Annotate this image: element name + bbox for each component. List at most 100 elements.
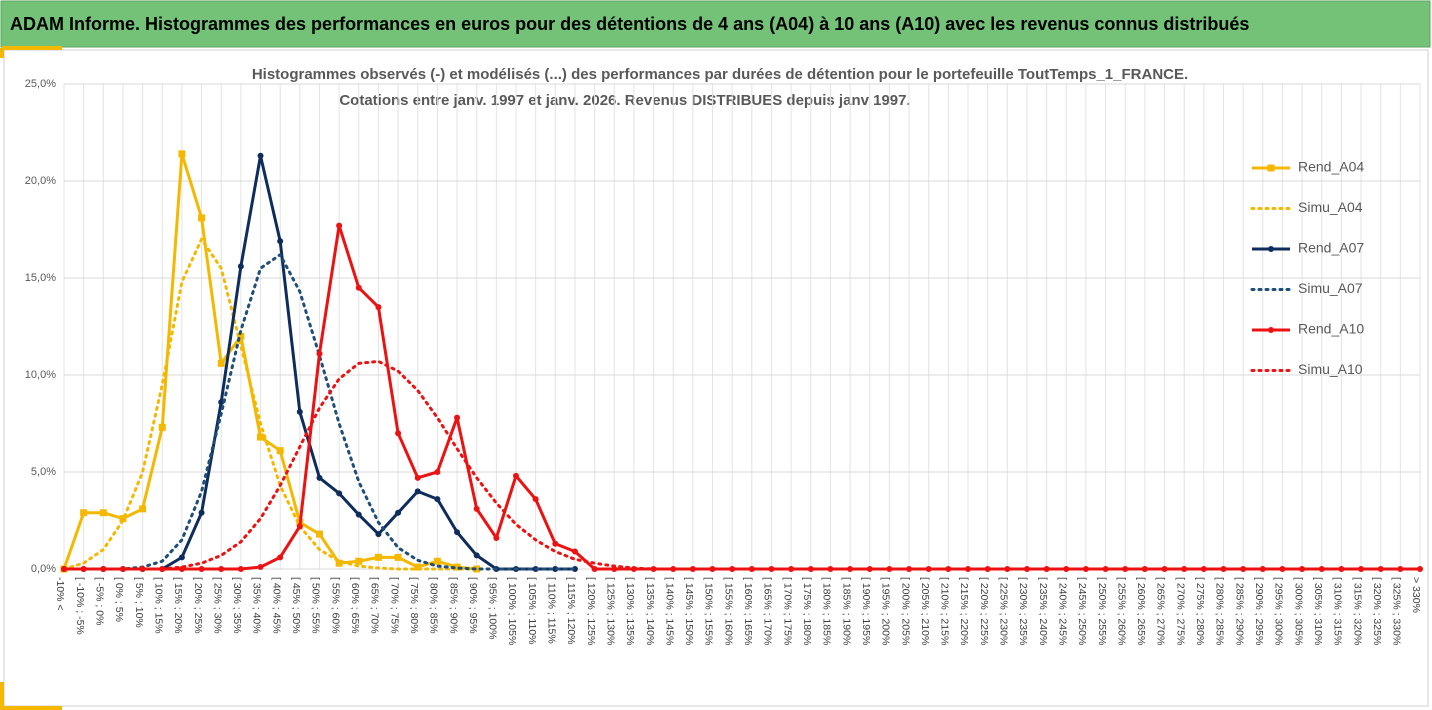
x-tick-label: [ 175% ; 180% bbox=[801, 577, 813, 645]
x-tick-label: [ 60% ; 65% bbox=[349, 577, 361, 634]
x-tick-label: > 330% bbox=[1410, 577, 1422, 613]
marker bbox=[788, 566, 795, 572]
x-tick-label: [ 170% ; 175% bbox=[781, 577, 793, 645]
x-tick-label: [ 50% ; 55% bbox=[310, 577, 322, 634]
y-tick-label: 0,0% bbox=[31, 563, 56, 575]
x-tick-label: [ 120% ; 125% bbox=[585, 577, 597, 645]
marker bbox=[237, 332, 245, 340]
x-tick-label: [ 295% ; 300% bbox=[1273, 577, 1285, 645]
marker bbox=[139, 505, 147, 513]
x-tick-label: [ 75% ; 80% bbox=[408, 577, 420, 634]
marker bbox=[178, 150, 186, 158]
x-tick-label: [ 265% ; 270% bbox=[1155, 577, 1167, 645]
x-tick-label: [ 115% ; 120% bbox=[565, 577, 577, 645]
x-tick-label: [ 70% ; 75% bbox=[388, 577, 400, 634]
marker bbox=[532, 496, 539, 503]
x-tick-label: [ 65% ; 70% bbox=[369, 577, 381, 634]
x-tick-label: [ 260% ; 265% bbox=[1135, 577, 1147, 645]
marker bbox=[434, 469, 441, 475]
marker bbox=[454, 414, 461, 421]
x-tick-label: [ 25% ; 30% bbox=[211, 577, 223, 634]
x-tick-label: [ 55% ; 60% bbox=[329, 577, 341, 634]
marker bbox=[591, 566, 598, 572]
marker bbox=[257, 433, 265, 441]
marker bbox=[218, 399, 225, 406]
marker bbox=[571, 566, 578, 572]
marker bbox=[178, 554, 185, 561]
x-tick-label: [ 300% ; 305% bbox=[1292, 577, 1304, 645]
marker bbox=[768, 566, 775, 572]
chart-subtitle: Cotations entre janv. 1997 et janv. 2026… bbox=[339, 92, 910, 109]
x-tick-label: [ 10% ; 15% bbox=[152, 577, 164, 634]
marker bbox=[453, 563, 461, 571]
marker bbox=[395, 430, 402, 437]
marker bbox=[336, 490, 343, 497]
x-tick-label: [ 225% ; 230% bbox=[998, 577, 1010, 645]
marker bbox=[257, 152, 264, 159]
x-tick-label: [ 35% ; 40% bbox=[251, 577, 263, 634]
x-tick-label: [ 270% ; 275% bbox=[1174, 577, 1186, 645]
marker bbox=[414, 563, 422, 571]
x-tick-label: [ 205% ; 210% bbox=[919, 577, 931, 645]
plot bbox=[60, 150, 1423, 573]
x-tick-label: [ 230% ; 235% bbox=[1017, 577, 1029, 645]
x-tick-label: [ 280% ; 285% bbox=[1214, 577, 1226, 645]
marker bbox=[375, 304, 382, 311]
x-tick-label: [ 0% ; 5% bbox=[113, 577, 125, 622]
marker bbox=[355, 511, 362, 518]
x-tick-label: [ -5% ; 0% bbox=[94, 577, 106, 625]
y-tick-label: 5,0% bbox=[31, 466, 56, 478]
series-line bbox=[62, 253, 577, 571]
y-tick-label: 25,0% bbox=[25, 78, 56, 90]
x-tick-label: [ 220% ; 225% bbox=[978, 577, 990, 645]
x-tick-label: [ 285% ; 290% bbox=[1233, 577, 1245, 645]
marker bbox=[513, 472, 519, 479]
marker bbox=[198, 214, 206, 222]
x-tick-label: [ 105% ; 110% bbox=[526, 577, 538, 645]
x-tick-label: -10% < bbox=[54, 577, 66, 611]
grid: 0,0% 5,0% 10,0% 15,0% 20,0% 25,0% -10% < [ -10%… bbox=[25, 78, 1422, 645]
x-tick-label: [ 110% ; 115% bbox=[546, 577, 558, 644]
y-tick-label: 15,0% bbox=[25, 272, 56, 284]
marker bbox=[315, 530, 323, 538]
marker bbox=[316, 474, 323, 481]
marker bbox=[434, 496, 441, 503]
x-tick-label: [ 45% ; 50% bbox=[290, 577, 302, 634]
marker bbox=[394, 553, 402, 561]
marker bbox=[119, 515, 127, 523]
marker bbox=[316, 350, 323, 357]
x-tick-label: [ 275% ; 280% bbox=[1194, 577, 1206, 645]
x-tick-label: [ 245% ; 250% bbox=[1076, 577, 1088, 645]
x-tick-label: [ 180% ; 185% bbox=[821, 577, 833, 645]
x-tick-label: [ 190% ; 195% bbox=[860, 577, 872, 645]
marker bbox=[277, 554, 284, 561]
legend-label: Rend_A10 bbox=[1298, 321, 1364, 337]
x-tick-label: [ 195% ; 200% bbox=[880, 577, 892, 645]
x-tick-label: [ 320% ; 325% bbox=[1371, 577, 1383, 645]
marker bbox=[99, 509, 107, 517]
marker bbox=[198, 509, 205, 516]
x-tick-label: [ 15% ; 20% bbox=[172, 577, 184, 634]
x-tick-label: [ 200% ; 205% bbox=[899, 577, 911, 645]
header-bar bbox=[0, 0, 1431, 48]
x-tick-label: [ 20% ; 25% bbox=[192, 577, 204, 634]
marker bbox=[473, 505, 480, 512]
x-tick-label: [ 240% ; 245% bbox=[1056, 577, 1068, 645]
marker bbox=[374, 553, 382, 561]
marker bbox=[218, 566, 225, 572]
x-tick-label: [ 215% ; 220% bbox=[958, 577, 970, 645]
x-tick-label: [ 325% ; 330% bbox=[1391, 577, 1403, 645]
marker bbox=[886, 566, 893, 572]
marker bbox=[1279, 566, 1286, 572]
marker bbox=[552, 540, 559, 547]
x-tick-label: [ 130% ; 135% bbox=[624, 577, 636, 645]
marker bbox=[336, 222, 343, 229]
marker bbox=[355, 557, 363, 565]
x-tick-label: [ 85% ; 90% bbox=[447, 577, 459, 634]
marker bbox=[571, 548, 578, 555]
x-tick-label: [ 30% ; 35% bbox=[231, 577, 243, 634]
x-tick-label: [ 310% ; 315% bbox=[1332, 577, 1344, 645]
x-tick-label: [ 235% ; 240% bbox=[1037, 577, 1049, 645]
marker bbox=[1181, 566, 1188, 572]
